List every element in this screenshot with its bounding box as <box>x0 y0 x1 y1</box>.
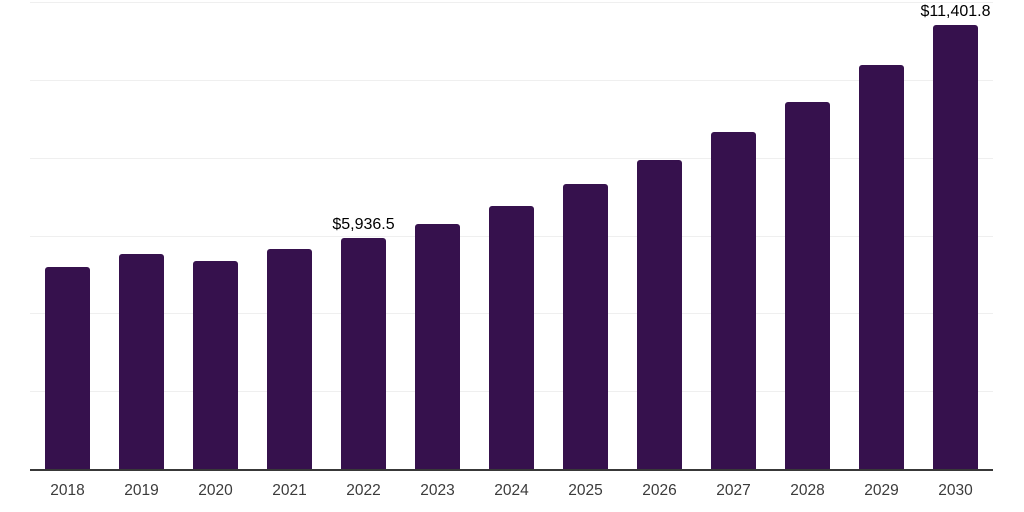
x-tick-label-2023: 2023 <box>420 482 455 499</box>
x-tick-label-2030: 2030 <box>938 482 973 499</box>
x-tick-label-2025: 2025 <box>568 482 603 499</box>
bar-value-label-2030: $11,401.8 <box>920 3 991 21</box>
gridline-10000 <box>30 79 993 81</box>
x-tick-label-2021: 2021 <box>272 482 307 499</box>
x-tick-label-2028: 2028 <box>790 482 825 499</box>
x-tick-label-2029: 2029 <box>864 482 899 499</box>
bars-layer: $5,936.5 $11,401.8 <box>30 2 993 469</box>
x-tick-label-2019: 2019 <box>124 482 159 499</box>
bar-2030: $11,401.8 <box>921 3 991 469</box>
x-tick-label-2022: 2022 <box>346 482 381 499</box>
bar-2026 <box>637 159 682 469</box>
x-tick-label-2020: 2020 <box>198 482 233 499</box>
bar-2019 <box>119 254 164 469</box>
bar-2025 <box>563 184 608 469</box>
x-tick-label-2024: 2024 <box>494 482 529 499</box>
bar-value-label-2022: $5,936.5 <box>332 215 395 233</box>
bar-2027 <box>711 132 756 469</box>
x-tick-label-2026: 2026 <box>642 482 677 499</box>
bar-2028 <box>785 102 830 469</box>
bar-2018 <box>45 266 90 469</box>
bar-2023 <box>415 224 460 469</box>
gridline-12000 <box>30 2 993 3</box>
x-tick-label-2018: 2018 <box>50 482 85 499</box>
plot-area: $5,936.5 $11,401.8 <box>30 2 993 471</box>
bar-2022: $5,936.5 <box>332 216 395 469</box>
x-axis-labels: 2018 2019 2020 2021 2022 2023 2024 2025 2026 2027… <box>30 481 993 501</box>
bar-2029 <box>859 64 904 469</box>
bar-2024 <box>489 205 534 469</box>
x-tick-label-2027: 2027 <box>716 482 751 499</box>
bar-2020 <box>193 261 238 469</box>
gridline-8000 <box>30 157 993 159</box>
bar-2021 <box>267 249 312 469</box>
